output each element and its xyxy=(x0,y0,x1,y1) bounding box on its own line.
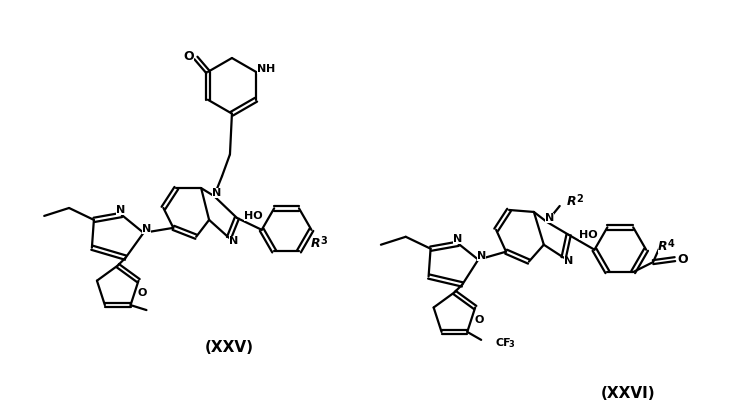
Text: 3: 3 xyxy=(509,340,515,349)
Text: O: O xyxy=(184,49,194,63)
Text: H: H xyxy=(266,64,276,74)
Text: N: N xyxy=(453,234,462,244)
Text: 2: 2 xyxy=(576,194,583,204)
Text: N: N xyxy=(257,64,267,74)
Text: N: N xyxy=(477,251,486,261)
Text: O: O xyxy=(474,315,484,325)
Text: N: N xyxy=(212,188,222,198)
Text: R: R xyxy=(311,237,321,250)
Text: O: O xyxy=(137,288,147,298)
Text: N: N xyxy=(545,213,554,223)
Text: R: R xyxy=(658,240,667,253)
Text: N: N xyxy=(116,205,126,215)
Text: N: N xyxy=(564,256,573,265)
Text: N: N xyxy=(142,224,151,234)
Text: 4: 4 xyxy=(668,239,675,249)
Text: R: R xyxy=(567,195,576,207)
Text: HO: HO xyxy=(579,230,597,240)
Text: HO: HO xyxy=(244,211,262,221)
Text: (XXV): (XXV) xyxy=(205,339,253,355)
Text: 3: 3 xyxy=(321,236,327,246)
Text: CF: CF xyxy=(495,338,511,348)
Text: (XXVI): (XXVI) xyxy=(601,386,655,401)
Text: O: O xyxy=(678,253,688,265)
Text: N: N xyxy=(229,236,239,246)
